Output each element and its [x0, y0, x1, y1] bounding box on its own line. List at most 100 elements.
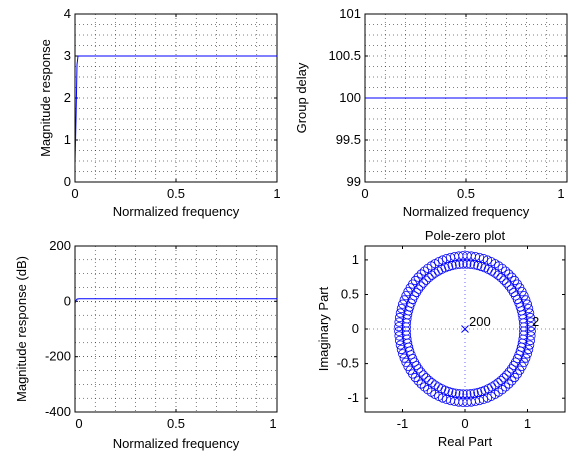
zero-marker	[398, 299, 408, 309]
magnitude-series-line	[75, 55, 277, 166]
group-delay-x-tick-labels: 0 0.5 1	[361, 186, 564, 201]
zero-marker	[518, 330, 529, 340]
zero-marker	[416, 379, 426, 389]
zero-marker	[497, 385, 507, 395]
zero-marker	[522, 299, 532, 309]
zero-marker	[521, 295, 531, 305]
zero-marker	[394, 326, 404, 336]
magnitude-db-gridlines	[75, 246, 277, 412]
zero-marker	[396, 344, 406, 355]
zero-marker	[410, 372, 420, 383]
y-tick-label: 99.5	[336, 132, 361, 147]
zero-marker	[423, 263, 433, 273]
zero-marker	[486, 257, 496, 267]
zero-marker	[423, 385, 433, 395]
zero-marker	[421, 275, 431, 285]
pole-zero-title: Pole-zero plot	[425, 228, 506, 243]
zero-marker	[419, 266, 429, 276]
zero-marker	[507, 376, 517, 386]
zero-marker	[493, 378, 503, 388]
zero-marker	[401, 291, 411, 301]
zero-marker	[430, 268, 440, 278]
pole-zero-tick-marks	[365, 246, 565, 412]
y-tick-label: -1	[347, 390, 359, 405]
magnitude-db-y-axis-label: Magnitude response (dB)	[14, 256, 29, 402]
pole-count-label: 200	[469, 314, 491, 329]
y-tick-label: 101	[339, 6, 361, 21]
x-tick-label: 1	[269, 416, 276, 431]
zero-marker	[526, 322, 536, 332]
zero-marker	[497, 263, 507, 273]
group-delay-y-axis-label: Group delay	[294, 62, 309, 133]
magnitude-gridlines	[75, 14, 277, 182]
x-tick-label: 0.5	[457, 186, 475, 201]
magnitude-y-tick-labels: 0 1 2 3 4	[64, 6, 71, 189]
y-tick-label: -400	[45, 404, 71, 419]
zero-marker	[394, 335, 405, 346]
zero-marker	[394, 317, 404, 327]
zero-marker	[496, 273, 506, 283]
pole-zero-y-tick-labels: -1 -0.5 0 0.5 1	[337, 252, 359, 405]
zero-marker	[399, 353, 409, 363]
x-tick-label: 0	[75, 416, 82, 431]
zero-marker	[478, 394, 489, 405]
zero-marker	[519, 357, 529, 367]
zero-marker	[510, 372, 520, 383]
x-tick-label: 0	[361, 186, 368, 201]
magnitude-db-series-line	[75, 298, 277, 304]
magnitude-db-tick-marks	[75, 246, 277, 412]
pole-zero-panel: 200 2 -1 -0.5 0 0.5 1 -1 0 1 Pole-zero p…	[316, 228, 566, 449]
zero-marker	[496, 375, 506, 385]
zero-marker	[525, 335, 536, 346]
zero-marker	[433, 266, 443, 276]
pole-zero-zeros	[394, 251, 536, 407]
zero-marker	[395, 308, 405, 318]
zero-marker	[398, 349, 408, 359]
y-tick-label: 0.5	[341, 287, 359, 302]
zero-marker	[483, 384, 493, 394]
zero-marker	[437, 255, 448, 265]
x-tick-label: -1	[397, 416, 409, 431]
zero-marker	[501, 266, 511, 276]
zero-marker	[441, 253, 452, 264]
magnitude-y-axis-label: Magnitude response	[38, 39, 53, 157]
zero-marker	[524, 303, 534, 314]
zero-marker	[499, 275, 509, 285]
magnitude-minor-gridlines	[75, 14, 277, 182]
pole-marker	[461, 325, 469, 333]
zero-marker	[487, 382, 497, 392]
x-tick-label: 1	[557, 186, 564, 201]
zero-marker	[525, 312, 536, 323]
zero-marker	[507, 272, 517, 282]
zero-marker	[510, 275, 520, 286]
y-tick-label: -0.5	[337, 356, 359, 371]
zero-marker	[416, 269, 426, 279]
x-tick-label: 1	[273, 186, 280, 201]
zero-marker	[525, 340, 535, 350]
zero-marker	[526, 326, 536, 336]
zero-marker	[394, 322, 404, 332]
y-tick-label: 1	[64, 132, 71, 147]
zero-marker	[421, 373, 431, 383]
zero-marker	[521, 353, 531, 363]
zero-marker	[504, 269, 514, 279]
zero-marker	[493, 270, 503, 280]
zero-marker	[399, 295, 409, 305]
zero-marker	[394, 312, 405, 323]
y-tick-label: 200	[49, 238, 71, 253]
x-tick-label: 0.5	[167, 416, 185, 431]
zero-marker	[395, 340, 405, 350]
zero-marker	[437, 264, 447, 274]
y-tick-label: -200	[45, 349, 71, 364]
zero-marker	[413, 272, 423, 282]
y-tick-label: 100	[339, 90, 361, 105]
magnitude-x-axis-label: Normalized frequency	[113, 204, 240, 219]
pole-zero-y-axis-label: Imaginary Part	[316, 286, 331, 371]
magnitude-db-panel: -400 -200 0 200 0 0.5 1 Normalized frequ…	[14, 238, 278, 451]
group-delay-panel: 99 99.5 100 100.5 101 0 0.5 1 Normalized…	[294, 6, 568, 219]
zero-marker	[434, 391, 444, 401]
zero-marker	[424, 273, 434, 283]
y-tick-label: 0	[64, 174, 71, 189]
magnitude-db-x-axis-label: Normalized frequency	[113, 436, 240, 451]
